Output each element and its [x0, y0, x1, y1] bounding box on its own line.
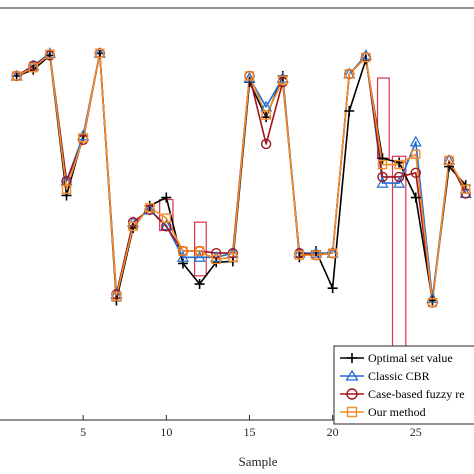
data-point-square — [228, 252, 238, 262]
series-line — [16, 52, 467, 304]
data-point-plus — [61, 190, 72, 201]
data-point-square — [261, 110, 271, 120]
legend-item-optimal: Optimal set value — [340, 351, 453, 365]
data-point-triangle — [43, 47, 56, 58]
series-markers — [10, 47, 472, 308]
data-point-square — [128, 221, 138, 232]
data-point-square — [444, 155, 454, 166]
data-point-plus — [410, 192, 421, 203]
data-point-square — [178, 246, 188, 256]
data-point-square — [427, 297, 438, 308]
data-point-square — [211, 254, 221, 265]
data-point-square — [244, 71, 255, 81]
data-point-square — [377, 159, 388, 170]
data-point-square — [278, 75, 288, 85]
series-lines — [16, 52, 467, 304]
data-point-triangle — [160, 219, 173, 231]
data-point-square — [161, 213, 172, 223]
highlight-boxes — [159, 77, 407, 380]
legend-square-marker — [346, 406, 358, 418]
x-axis-label: Sample — [239, 454, 278, 469]
data-point-square — [311, 250, 321, 260]
legend-item-fuzzy: Case-based fuzzy re — [340, 387, 465, 401]
data-point-square — [327, 248, 338, 258]
data-point-square — [95, 48, 105, 59]
data-point-triangle — [176, 251, 189, 262]
data-point-plus — [161, 192, 172, 203]
highlight-box — [193, 221, 207, 277]
data-point-square — [394, 159, 404, 170]
data-point-circle — [393, 171, 405, 183]
x-tick-label: 5 — [80, 425, 86, 439]
data-point-square — [411, 149, 421, 159]
data-point-square — [28, 63, 38, 73]
x-tick-label: 20 — [327, 425, 339, 439]
data-point-square — [11, 71, 22, 81]
legend-item-our-method: Our method — [340, 405, 426, 419]
data-point-triangle — [309, 246, 323, 258]
highlight-box — [391, 155, 407, 380]
data-point-triangle — [77, 129, 90, 141]
data-point-triangle — [393, 176, 406, 188]
data-point-triangle — [276, 71, 289, 83]
legend-triangle-marker — [345, 369, 359, 381]
data-point-square — [61, 184, 72, 194]
data-point-square — [144, 203, 155, 213]
data-point-square — [194, 246, 205, 256]
legend: Optimal set value Classic CBR Case-based… — [333, 345, 474, 425]
data-point-plus — [177, 258, 188, 269]
data-point-plus — [344, 106, 355, 116]
data-point-triangle — [376, 176, 389, 188]
data-point-circle — [410, 167, 421, 179]
data-point-plus — [377, 153, 388, 164]
data-point-square — [460, 184, 471, 194]
legend-label: Optimal set value — [368, 351, 453, 365]
x-tick-label: 15 — [243, 425, 255, 439]
data-point-circle — [377, 171, 388, 183]
data-point-circle — [260, 138, 272, 150]
legend-plus-marker — [347, 353, 357, 363]
data-point-square — [294, 250, 305, 260]
x-tick-label: 10 — [160, 425, 172, 439]
legend-circle-marker — [346, 388, 358, 400]
data-point-triangle — [243, 71, 256, 83]
data-point-plus — [444, 161, 455, 172]
data-point-circle — [211, 247, 222, 259]
legend-label: Case-based fuzzy re — [368, 387, 465, 401]
data-point-square — [361, 52, 371, 63]
legend-label: Classic CBR — [368, 369, 430, 383]
data-point-triangle — [359, 49, 372, 60]
legend-item-classic-cbr: Classic CBR — [340, 369, 430, 383]
data-point-square — [344, 69, 354, 79]
data-point-square — [78, 133, 88, 143]
data-point-square — [111, 291, 122, 302]
x-ticks: 5 10 15 20 25 — [80, 415, 422, 439]
data-point-triangle — [193, 251, 206, 262]
data-point-plus — [327, 283, 338, 294]
x-tick-label: 25 — [410, 425, 422, 439]
data-point-square — [45, 49, 55, 59]
data-point-plus — [194, 279, 205, 290]
legend-label: Our method — [368, 405, 426, 419]
data-point-triangle — [409, 135, 422, 147]
legend-box — [333, 345, 474, 425]
